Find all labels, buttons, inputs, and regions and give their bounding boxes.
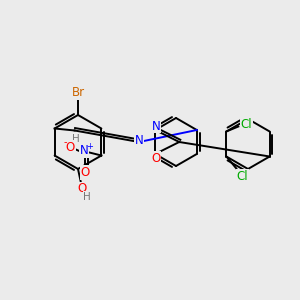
Text: Br: Br: [71, 86, 85, 100]
Text: O: O: [77, 182, 87, 196]
Text: H: H: [83, 192, 91, 202]
Text: Cl: Cl: [236, 170, 248, 183]
Text: H: H: [72, 134, 80, 143]
Text: Cl: Cl: [241, 118, 252, 131]
Text: O: O: [66, 141, 75, 154]
Text: O: O: [81, 166, 90, 179]
Text: N: N: [80, 144, 89, 157]
Text: N: N: [135, 134, 143, 148]
Text: +: +: [86, 142, 93, 151]
Text: O: O: [152, 152, 161, 164]
Text: N: N: [152, 119, 161, 133]
Text: -: -: [64, 137, 67, 148]
